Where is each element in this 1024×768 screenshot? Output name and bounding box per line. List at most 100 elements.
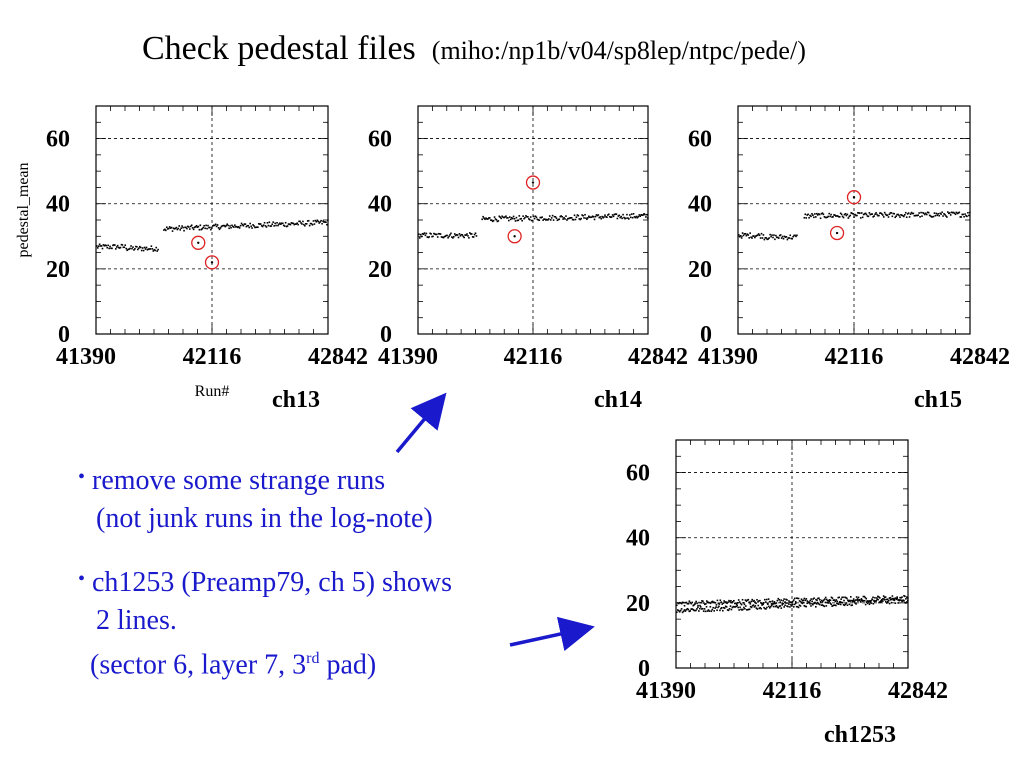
data-point <box>696 608 698 610</box>
data-point <box>280 223 282 225</box>
data-point <box>490 219 493 222</box>
data-point <box>757 604 760 607</box>
data-point <box>494 218 497 220</box>
data-point <box>830 213 832 216</box>
data-point <box>856 599 858 601</box>
chart-ch15 <box>737 105 971 335</box>
xtick-label: 41390 <box>378 344 438 370</box>
data-point <box>535 216 538 219</box>
data-point <box>799 605 802 607</box>
title-main: Check pedestal files <box>142 30 416 67</box>
data-point <box>192 228 195 231</box>
data-point <box>937 212 940 215</box>
data-point <box>290 222 293 224</box>
data-point <box>754 236 756 239</box>
data-point <box>568 217 571 219</box>
data-point <box>542 219 544 221</box>
data-point <box>761 604 763 606</box>
data-point <box>463 236 465 239</box>
data-point <box>834 604 836 606</box>
chart-ch13 <box>95 105 329 335</box>
data-point <box>755 234 758 237</box>
data-point <box>599 216 602 218</box>
data-point <box>824 601 827 604</box>
data-point <box>614 213 617 215</box>
data-point <box>923 212 925 215</box>
data-point <box>837 215 840 218</box>
data-point <box>776 236 778 239</box>
data-point <box>876 213 878 216</box>
data-point <box>725 601 727 603</box>
data-point <box>825 598 828 601</box>
data-point <box>906 213 909 215</box>
data-point <box>504 216 506 218</box>
data-point <box>750 600 753 603</box>
data-point <box>239 224 242 227</box>
data-point <box>833 599 836 601</box>
data-point <box>643 212 645 215</box>
data-point <box>779 605 782 607</box>
data-point <box>697 604 699 607</box>
data-point <box>131 247 133 250</box>
data-point <box>855 596 858 598</box>
bullet-2-text: ch1253 (Preamp79, ch 5) shows <box>92 567 453 598</box>
data-point <box>427 236 430 239</box>
data-point <box>683 604 686 607</box>
data-point <box>811 213 813 215</box>
data-point <box>897 599 899 601</box>
data-point <box>860 598 863 600</box>
data-point <box>832 215 834 218</box>
data-point <box>316 219 319 222</box>
data-point <box>704 610 707 613</box>
data-point <box>768 607 771 609</box>
data-point <box>471 236 474 238</box>
data-point <box>640 214 642 216</box>
data-point <box>603 216 605 218</box>
data-point <box>303 223 305 226</box>
data-point <box>186 227 188 230</box>
xtick-label: 41390 <box>636 678 696 704</box>
data-point <box>739 602 742 605</box>
data-point <box>258 222 260 225</box>
data-point <box>96 247 99 249</box>
data-point <box>516 219 519 222</box>
data-point <box>465 234 467 236</box>
data-point <box>423 232 426 234</box>
data-point <box>447 236 449 239</box>
data-point <box>899 599 901 601</box>
data-point <box>502 216 504 219</box>
data-point <box>713 601 716 604</box>
data-point <box>870 213 873 215</box>
data-point <box>702 600 704 602</box>
data-point <box>571 218 574 221</box>
data-point <box>776 599 779 602</box>
data-point <box>288 223 291 225</box>
data-point <box>687 603 690 605</box>
data-point <box>598 216 601 219</box>
data-point <box>154 249 157 252</box>
y-axis-label: pedestal_mean <box>15 162 32 257</box>
data-point <box>552 219 555 221</box>
data-point <box>893 212 896 215</box>
data-point <box>127 248 129 251</box>
data-point <box>838 596 840 599</box>
data-point <box>947 211 949 213</box>
outlier-circle <box>829 225 845 241</box>
data-point <box>639 215 642 218</box>
data-point <box>701 600 703 602</box>
data-point <box>482 215 484 218</box>
data-point <box>312 220 315 222</box>
data-point <box>211 227 213 229</box>
data-point <box>561 216 563 218</box>
data-point <box>889 212 892 214</box>
data-point <box>619 216 622 219</box>
data-point <box>114 248 117 250</box>
data-point <box>757 233 760 235</box>
data-point <box>263 221 266 224</box>
data-point <box>686 607 689 610</box>
data-point <box>801 602 804 605</box>
data-point <box>534 215 537 218</box>
data-point <box>755 607 758 609</box>
data-point <box>273 225 275 227</box>
data-point <box>528 218 530 220</box>
